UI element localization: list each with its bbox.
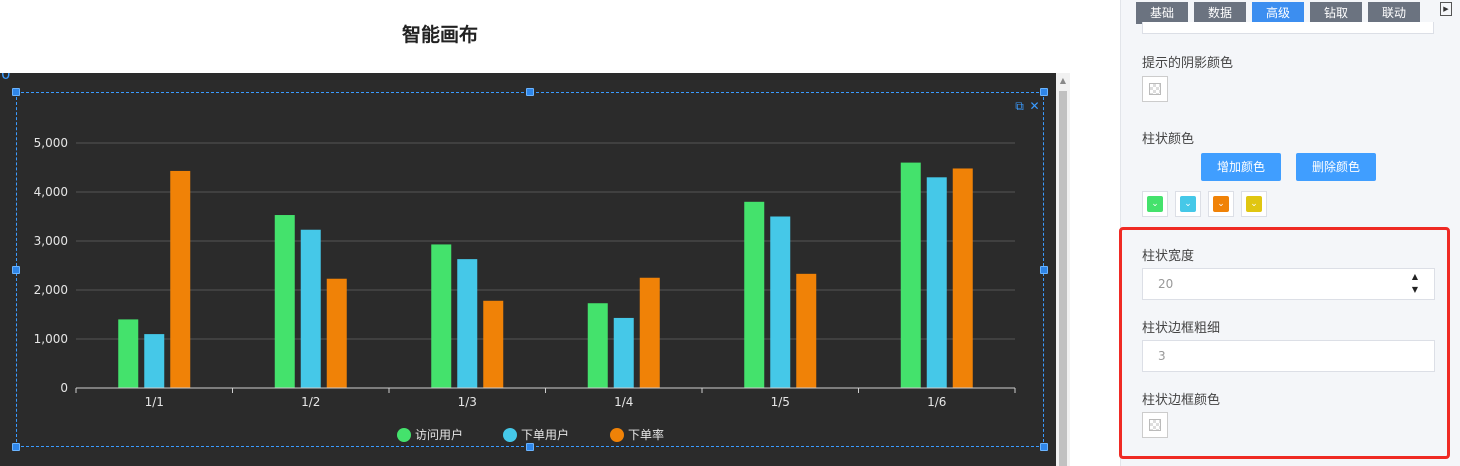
resize-handle-left[interactable]	[12, 266, 20, 274]
delete-color-button[interactable]: 删除颜色	[1296, 153, 1376, 181]
bar-color-picker-2[interactable]: ⌄	[1175, 191, 1201, 217]
shadow-color-label: 提示的阴影颜色	[1142, 56, 1234, 71]
bar	[587, 303, 608, 388]
transparent-swatch-icon	[1149, 83, 1161, 95]
design-stage[interactable]: 0 0 1,000 2,000 3,000 4,000 5,000 1/1 1/2 1/3 1/…	[0, 73, 1056, 466]
bar	[118, 319, 139, 388]
canvas-scrollbar[interactable]: ▲	[1056, 73, 1070, 466]
bar-color-picker-1[interactable]: ⌄	[1142, 191, 1168, 217]
property-panel: 基础 数据 高级 钻取 联动 ▶ 提示的阴影颜色 柱状颜色 增加颜色 删除颜色 …	[1120, 0, 1460, 466]
increment-arrow-icon[interactable]: ▲	[1411, 272, 1419, 281]
bar-border-width-label: 柱状边框粗细	[1142, 321, 1221, 336]
legend-marker	[610, 428, 624, 442]
bar	[300, 229, 321, 388]
x-tick-label: 1/1	[145, 395, 164, 409]
bar-width-stepper[interactable]: 20 ▲ ▼	[1142, 268, 1435, 300]
y-tick-label: 1,000	[34, 332, 68, 346]
bar	[457, 259, 478, 388]
legend-label: 访问用户	[415, 427, 463, 442]
panel-tabs: 基础 数据 高级 钻取 联动	[1136, 2, 1420, 24]
y-tick-label: 4,000	[34, 185, 68, 199]
tab-drill[interactable]: 钻取	[1310, 2, 1362, 24]
highlight-annotation-box	[1119, 227, 1450, 459]
tab-basic[interactable]: 基础	[1136, 2, 1188, 24]
tab-advanced[interactable]: 高级	[1252, 2, 1304, 24]
resize-handle-top-left[interactable]	[12, 88, 20, 96]
tab-data[interactable]: 数据	[1194, 2, 1246, 24]
scroll-thumb[interactable]	[1059, 91, 1067, 466]
canvas-title: 智能画布	[401, 24, 478, 46]
restore-window-icon[interactable]: ⧉	[1015, 99, 1024, 113]
bar-border-width-input[interactable]: 3	[1142, 340, 1435, 372]
bar	[144, 334, 165, 388]
bar	[744, 201, 765, 388]
bar	[952, 168, 973, 388]
chevron-down-icon: ⌄	[1213, 196, 1229, 212]
resize-handle-top-right[interactable]	[1040, 88, 1048, 96]
previous-field-input[interactable]	[1142, 22, 1434, 34]
bar-width-label: 柱状宽度	[1142, 249, 1195, 264]
tab-linkage[interactable]: 联动	[1368, 2, 1420, 24]
legend-marker	[397, 428, 411, 442]
y-tick-label: 2,000	[34, 283, 68, 297]
widget-toolbar: ⧉ ✕	[1014, 100, 1040, 112]
panel-collapse-icon[interactable]: ▶	[1440, 2, 1452, 16]
widget-selection-box[interactable]	[12, 88, 1048, 451]
y-tick-label: 5,000	[34, 136, 68, 150]
x-tick-label: 1/3	[458, 395, 477, 409]
resize-handle-bottom-left[interactable]	[12, 443, 20, 451]
bar	[926, 177, 947, 388]
bar	[431, 244, 452, 388]
scroll-up-arrow-icon[interactable]: ▲	[1059, 76, 1067, 85]
bar-border-color-picker[interactable]	[1142, 412, 1168, 438]
bar	[613, 317, 634, 388]
decrement-arrow-icon[interactable]: ▼	[1411, 285, 1419, 294]
resize-handle-right[interactable]	[1040, 266, 1048, 274]
bar	[796, 273, 817, 388]
legend-label: 下单用户	[521, 427, 569, 442]
transparent-swatch-icon	[1149, 419, 1161, 431]
y-tick-label: 3,000	[34, 234, 68, 248]
bar-color-picker-4[interactable]: ⌄	[1241, 191, 1267, 217]
bar	[170, 170, 191, 388]
add-color-button[interactable]: 增加颜色	[1201, 153, 1281, 181]
bar-border-color-label: 柱状边框颜色	[1142, 393, 1221, 408]
bar	[326, 278, 347, 388]
chevron-down-icon: ⌄	[1147, 196, 1163, 212]
bar-border-width-value: 3	[1158, 349, 1166, 363]
resize-handle-bottom[interactable]	[526, 443, 534, 451]
resize-handle-bottom-right[interactable]	[1040, 443, 1048, 451]
bar	[274, 215, 295, 388]
bar-chart: 0 1,000 2,000 3,000 4,000 5,000 1/1 1/2 1/3 1/4 1…	[34, 136, 1016, 442]
resize-handle-top[interactable]	[526, 88, 534, 96]
x-tick-label: 1/6	[927, 395, 946, 409]
x-tick-label: 1/4	[614, 395, 633, 409]
chevron-down-icon: ⌄	[1246, 196, 1262, 212]
bar	[483, 300, 504, 388]
shadow-color-picker[interactable]	[1142, 76, 1168, 102]
y-tick-label: 0	[60, 381, 68, 395]
x-tick-label: 1/5	[771, 395, 790, 409]
bar	[639, 277, 660, 388]
bar-color-label: 柱状颜色	[1142, 132, 1195, 147]
chevron-down-icon: ⌄	[1180, 196, 1196, 212]
bar	[770, 216, 791, 388]
ruler-origin-mark: 0	[1, 73, 11, 83]
legend-label: 下单率	[628, 427, 664, 442]
bar-color-picker-3[interactable]: ⌄	[1208, 191, 1234, 217]
bar	[900, 162, 921, 388]
legend-marker	[503, 428, 517, 442]
bar-width-value: 20	[1158, 277, 1174, 291]
close-icon[interactable]: ✕	[1029, 99, 1040, 113]
x-tick-label: 1/2	[301, 395, 320, 409]
